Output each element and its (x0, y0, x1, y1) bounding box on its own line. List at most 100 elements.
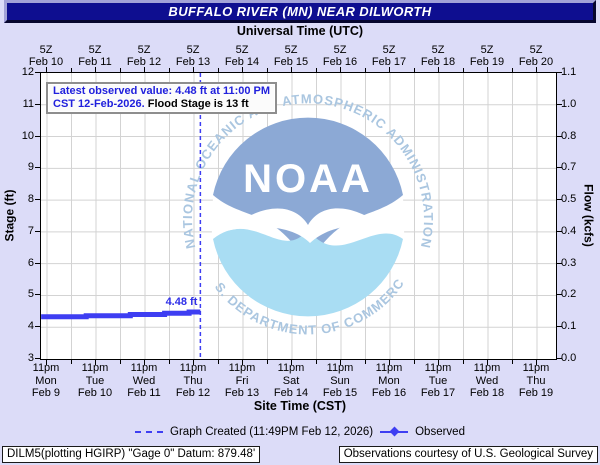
page-title: BUFFALO RIVER (MN) NEAR DILWORTH (4, 0, 596, 23)
noaa-logo-watermark: NOAA NATIONAL OCEANIC AND ATMOSPHERIC AD… (168, 79, 435, 338)
stage-tick-label: 3 (27, 352, 34, 364)
bottom-axis-tick (193, 360, 194, 365)
left-axis-tick (35, 103, 40, 105)
flow-tick-label: 0.7 (561, 161, 577, 174)
utc-tick-label: 5Z Feb 12 (126, 44, 162, 68)
cst-tick-label: 11pm Sun Feb 15 (322, 362, 358, 399)
left-axis-tick (35, 294, 40, 296)
left-axis-tick (35, 262, 40, 264)
flow-tick-label: 0.2 (561, 288, 577, 301)
flow-tick-label: 0.8 (561, 129, 577, 142)
stage-tick-label: 11 (22, 97, 34, 110)
bottom-axis-minor-tick (413, 360, 415, 364)
flow-tick-label: 0.0 (561, 352, 577, 364)
utc-tick-label: 5Z Feb 16 (322, 44, 358, 68)
top-axis-minor-tick (217, 68, 219, 72)
right-axis-tick (557, 135, 562, 137)
top-axis-minor-tick (119, 68, 121, 72)
utc-tick-label: 5Z Feb 10 (28, 44, 64, 68)
utc-tick-label: 5Z Feb 17 (371, 44, 407, 68)
flow-tick-label: 1.0 (561, 97, 577, 110)
top-axis-minor-tick (266, 68, 268, 72)
utc-tick-label: 5Z Feb 13 (175, 44, 211, 68)
latest-value-label: 4.48 ft (165, 295, 198, 308)
flow-tick-label: 1.1 (561, 66, 577, 78)
right-axis-tick (557, 230, 562, 232)
legend: Graph Created (11:49PM Feb 12, 2026) Obs… (0, 426, 600, 438)
bottom-axis-minor-tick (168, 360, 170, 364)
top-axis-title: Universal Time (UTC) (236, 24, 364, 38)
top-axis-minor-tick (364, 68, 366, 72)
top-axis-minor-tick (168, 68, 170, 72)
top-axis-tick (438, 67, 439, 72)
utc-tick-label: 5Z Feb 11 (78, 44, 112, 68)
left-axis-tick (35, 72, 40, 73)
utc-tick-label: 5Z Feb 14 (224, 44, 260, 68)
right-axis-title: Flow (kcfs) (581, 184, 596, 247)
right-axis-tick (557, 199, 562, 201)
cst-tick-label: 11pm Mon Feb 16 (371, 362, 407, 399)
top-axis-tick (144, 67, 145, 72)
right-axis-tick (557, 262, 562, 264)
left-axis-tick (35, 167, 40, 169)
right-axis-tick (557, 167, 562, 169)
top-axis-tick (340, 67, 341, 72)
utc-tick-label: 5Z Feb 19 (469, 44, 505, 68)
cst-tick-label: 11pm Tue Feb 10 (77, 362, 113, 399)
left-axis-tick (35, 135, 40, 137)
observed-stage-line (41, 309, 201, 320)
top-axis-tick (46, 67, 47, 72)
top-axis-tick (487, 67, 488, 72)
stage-tick-label: 7 (27, 224, 34, 237)
top-axis-minor-tick (413, 68, 415, 72)
bottom-axis-minor-tick (217, 360, 219, 364)
logo-wave-shape (213, 228, 403, 317)
stage-tick-label: 12 (21, 66, 34, 78)
bottom-axis-minor-tick (266, 360, 268, 364)
top-axis-tick (536, 67, 537, 72)
stage-tick-label: 9 (27, 161, 34, 174)
bottom-axis-tick (438, 360, 439, 365)
stage-tick-label: 5 (27, 288, 34, 301)
cst-tick-label: 11pm Tue Feb 17 (420, 362, 456, 399)
right-axis-tick (557, 358, 562, 359)
top-axis-tick (291, 67, 292, 72)
bottom-axis-tick (536, 360, 537, 365)
flow-tick-label: 0.5 (561, 193, 577, 206)
latest-observed-callout: Latest observed value: 4.48 ft at 11:00 … (46, 82, 278, 114)
top-axis-minor-tick (315, 68, 317, 72)
observed-series-layer (41, 73, 202, 359)
top-axis-tick (242, 67, 243, 72)
callout-line1: Latest observed value: 4.48 ft at 11:00 … (53, 85, 271, 97)
right-axis-tick (557, 294, 562, 296)
legend-created-label: Graph Created (11:49PM Feb 12, 2026) (170, 426, 374, 438)
top-axis-minor-tick (70, 68, 72, 72)
cst-tick-label: 11pm Wed Feb 11 (127, 362, 161, 399)
bottom-axis-title: Site Time (CST) (253, 399, 347, 413)
right-axis-tick (557, 72, 562, 73)
callout-time: CST 12-Feb-2026. (53, 98, 145, 110)
seagull-icon (226, 208, 390, 243)
cst-tick-label: 11pm Sat Feb 14 (273, 362, 309, 399)
bottom-axis-tick (144, 360, 145, 365)
logo-acronym: NOAA (243, 157, 373, 201)
cst-tick-label: 11pm Thu Feb 19 (518, 362, 554, 399)
cst-tick-label: 11pm Wed Feb 18 (469, 362, 505, 399)
observed-line-sample (380, 426, 409, 437)
plot-area: NOAA NATIONAL OCEANIC AND ATMOSPHERIC AD… (40, 72, 557, 360)
stage-tick-label: 8 (27, 193, 34, 206)
left-axis-title: Stage (ft) (2, 189, 17, 242)
logo-sky-shape (213, 117, 403, 266)
left-axis-tick (35, 326, 40, 328)
callout-line2: CST 12-Feb-2026. Flood Stage is 13 ft (53, 98, 270, 111)
bottom-axis-tick (291, 360, 292, 365)
flow-tick-label: 0.4 (561, 224, 577, 237)
top-axis-tick (95, 67, 96, 72)
top-axis-minor-tick (511, 68, 513, 72)
bottom-axis-tick (95, 360, 96, 365)
graph-created-line-sample (135, 431, 164, 433)
bottom-axis-tick (389, 360, 390, 365)
utc-tick-label: 5Z Feb 20 (518, 44, 554, 68)
cst-tick-label: 11pm Fri Feb 13 (224, 362, 260, 399)
